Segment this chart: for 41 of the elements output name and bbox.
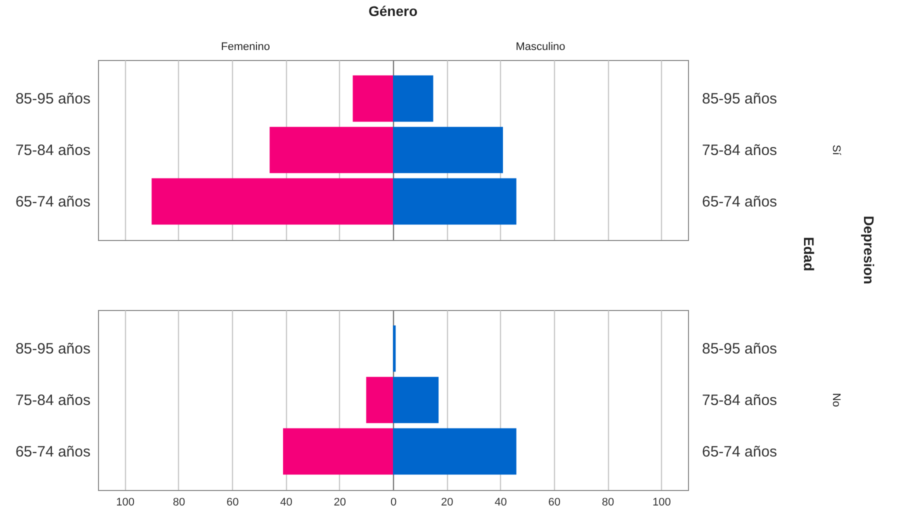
category-label: 65-74 años	[702, 443, 778, 460]
text: No	[830, 392, 842, 408]
x-tick-label: 20	[441, 496, 454, 508]
category-label: 75-84 años	[702, 392, 778, 409]
bar	[270, 126, 393, 174]
bar	[393, 75, 434, 122]
bar	[352, 75, 393, 122]
y-tick-label: 85-95 años	[15, 340, 90, 358]
text: Sí	[830, 144, 842, 156]
bar	[283, 428, 393, 475]
x-tick-label: 80	[172, 496, 186, 508]
y-tick-label: 65-74 años	[15, 443, 90, 460]
category-label: 65-74 años	[702, 193, 778, 210]
x-tick-label: 40	[494, 496, 507, 508]
y-tick-label: 65-74 años	[15, 193, 90, 210]
bar	[393, 428, 516, 475]
bar	[152, 178, 393, 225]
x-tick-label: 0	[390, 496, 397, 508]
text: Depresion	[861, 216, 877, 284]
x-tick-label: 100	[116, 496, 134, 508]
bar	[393, 126, 503, 174]
text: Masculino	[516, 41, 566, 53]
y-axis-title: Edad	[801, 236, 817, 272]
chart-title: Género	[368, 3, 418, 19]
bar	[393, 325, 396, 372]
text: Femenino	[221, 41, 270, 53]
category-label: 85-95 años	[702, 90, 778, 108]
bar	[366, 376, 393, 424]
y-tick-label: 85-95 años	[15, 90, 90, 108]
x-tick-label: 60	[226, 496, 239, 508]
y-tick-label: 75-84 años	[15, 392, 90, 409]
category-label: 85-95 años	[702, 340, 778, 358]
category-label: 75-84 años	[702, 142, 778, 159]
x-tick-label: 60	[548, 496, 561, 508]
x-tick-label: 20	[334, 496, 346, 508]
bar	[393, 178, 516, 225]
x-tick-label: 40	[280, 496, 292, 508]
bar	[393, 376, 439, 424]
x-tick-label: 100	[652, 496, 671, 508]
x-tick-label: 80	[602, 496, 614, 508]
y-tick-label: 75-84 años	[15, 142, 90, 159]
